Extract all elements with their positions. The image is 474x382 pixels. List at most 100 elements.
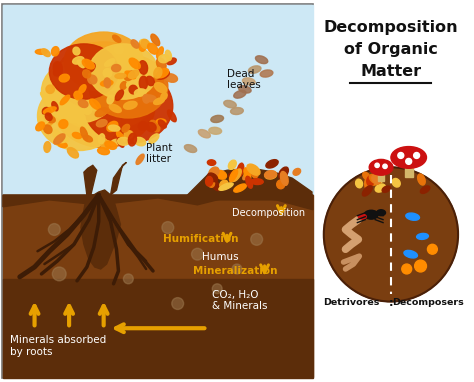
Ellipse shape [54,68,62,76]
Ellipse shape [107,95,114,104]
Ellipse shape [248,66,261,73]
Ellipse shape [151,34,160,45]
Ellipse shape [60,95,70,105]
Ellipse shape [85,63,95,73]
Ellipse shape [143,94,150,103]
Circle shape [162,222,174,233]
Ellipse shape [420,186,430,193]
Ellipse shape [265,172,276,179]
Ellipse shape [147,43,158,54]
Ellipse shape [79,85,86,93]
Ellipse shape [165,50,172,60]
Circle shape [191,248,203,260]
Ellipse shape [211,115,224,123]
Ellipse shape [365,210,378,219]
Ellipse shape [139,61,147,74]
Circle shape [406,159,411,164]
Ellipse shape [36,122,45,131]
Ellipse shape [125,71,136,79]
Ellipse shape [73,133,82,139]
Ellipse shape [165,74,177,82]
Ellipse shape [369,174,381,184]
Text: Humification: Humification [163,235,238,244]
Ellipse shape [95,108,108,117]
Ellipse shape [128,71,135,80]
Ellipse shape [356,179,363,188]
Ellipse shape [138,122,147,130]
Ellipse shape [36,49,47,54]
Ellipse shape [244,168,251,180]
Ellipse shape [156,119,166,124]
Ellipse shape [52,102,58,111]
Ellipse shape [154,98,164,105]
Ellipse shape [141,39,149,49]
Ellipse shape [67,147,79,158]
Ellipse shape [247,164,260,175]
Ellipse shape [371,175,382,185]
Ellipse shape [41,60,117,123]
Ellipse shape [100,138,109,149]
Ellipse shape [404,250,418,258]
Text: CO₂, H₂O
& Minerals: CO₂, H₂O & Minerals [212,290,268,311]
Ellipse shape [89,55,168,118]
Ellipse shape [391,147,427,168]
Ellipse shape [109,104,121,113]
Ellipse shape [251,179,263,185]
Ellipse shape [220,180,228,188]
Ellipse shape [99,134,105,144]
Ellipse shape [198,129,210,138]
Circle shape [232,264,242,274]
Text: Decomposition: Decomposition [324,20,458,35]
Ellipse shape [167,58,176,65]
Ellipse shape [209,127,222,134]
Ellipse shape [139,40,146,51]
Circle shape [251,233,263,245]
Ellipse shape [49,52,158,131]
Ellipse shape [107,121,118,131]
Ellipse shape [77,60,85,68]
Circle shape [52,267,66,281]
Ellipse shape [224,100,236,108]
Ellipse shape [150,120,160,132]
Ellipse shape [184,145,197,152]
Ellipse shape [155,83,167,93]
Text: :: : [389,298,393,308]
Ellipse shape [215,170,227,179]
Ellipse shape [124,131,133,139]
Ellipse shape [89,44,158,99]
Ellipse shape [134,138,146,146]
Ellipse shape [156,58,166,70]
Ellipse shape [252,169,258,178]
Ellipse shape [371,176,384,184]
Ellipse shape [117,131,125,142]
Ellipse shape [56,42,151,111]
Ellipse shape [73,47,80,55]
Ellipse shape [234,184,246,192]
Ellipse shape [255,56,268,64]
Ellipse shape [46,113,52,120]
Ellipse shape [64,32,143,91]
Ellipse shape [117,138,124,147]
Circle shape [398,152,404,159]
Ellipse shape [206,176,213,186]
Ellipse shape [392,178,400,187]
Ellipse shape [372,175,380,184]
Ellipse shape [144,95,156,102]
Text: Decomposition: Decomposition [232,208,305,218]
Circle shape [402,264,411,274]
Bar [3,5,313,195]
Ellipse shape [74,91,82,100]
Ellipse shape [363,186,372,196]
Ellipse shape [128,133,137,146]
Ellipse shape [131,40,139,48]
Ellipse shape [167,110,176,122]
Ellipse shape [83,106,91,115]
Ellipse shape [44,114,52,122]
Ellipse shape [42,49,50,57]
Polygon shape [81,190,120,269]
Ellipse shape [82,70,91,78]
Ellipse shape [161,92,167,100]
Ellipse shape [44,142,51,152]
Polygon shape [84,165,97,195]
Ellipse shape [46,117,54,126]
